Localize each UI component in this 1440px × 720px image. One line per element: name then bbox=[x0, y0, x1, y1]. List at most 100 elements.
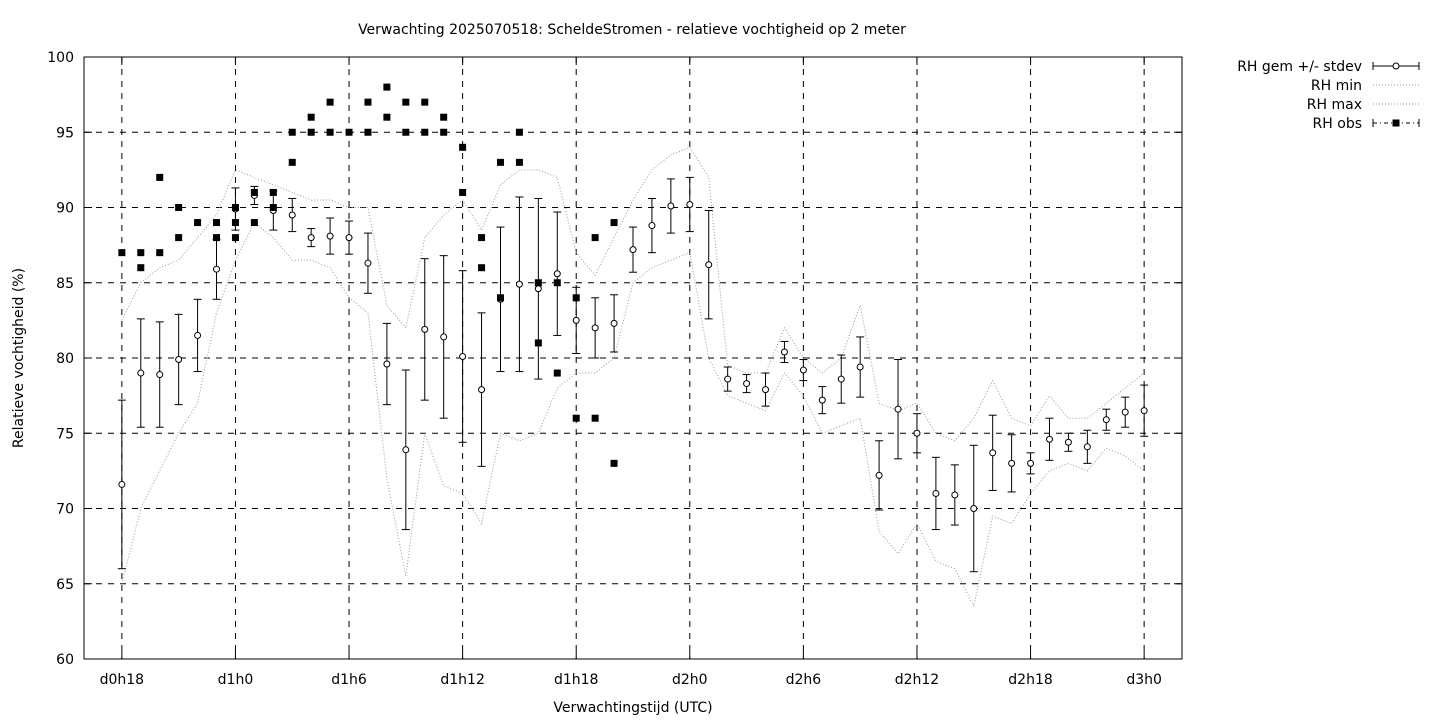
mean-point bbox=[175, 356, 183, 364]
obs-point bbox=[402, 128, 410, 136]
obs-point bbox=[213, 219, 221, 227]
obs-point bbox=[250, 219, 258, 227]
obs-point bbox=[307, 113, 315, 121]
obs-point bbox=[421, 128, 429, 136]
mean-point bbox=[288, 211, 296, 219]
mean-point bbox=[137, 369, 145, 377]
obs-point bbox=[364, 98, 372, 106]
obs-point bbox=[307, 128, 315, 136]
obs-point bbox=[137, 249, 145, 257]
x-tick-label: d2h0 bbox=[672, 672, 708, 688]
y-tick-label: 65 bbox=[56, 577, 74, 593]
mean-point bbox=[856, 363, 864, 371]
obs-point bbox=[515, 128, 523, 136]
mean-point bbox=[989, 449, 997, 457]
mean-point bbox=[951, 491, 959, 499]
obs-point bbox=[591, 234, 599, 242]
x-tick-label: d2h18 bbox=[1008, 672, 1052, 688]
mean-point bbox=[932, 489, 940, 497]
obs-point bbox=[269, 188, 277, 196]
obs-point bbox=[231, 234, 239, 242]
obs-point bbox=[553, 279, 561, 287]
mean-point bbox=[478, 386, 486, 394]
legend-mean-marker bbox=[1392, 62, 1400, 70]
mean-point bbox=[667, 202, 675, 210]
x-tick-label: d2h6 bbox=[786, 672, 822, 688]
x-tick-label: d1h6 bbox=[331, 672, 367, 688]
mean-point bbox=[648, 222, 656, 230]
mean-point bbox=[1102, 416, 1110, 424]
obs-point bbox=[231, 219, 239, 227]
obs-point bbox=[175, 204, 183, 211]
mean-point bbox=[383, 360, 391, 368]
mean-point bbox=[875, 471, 883, 479]
mean-point bbox=[1008, 459, 1016, 467]
legend-obs-marker bbox=[1392, 119, 1400, 127]
legend: RH gem +/- stdev RH min RH max RH obs bbox=[1237, 59, 1420, 132]
mean-point bbox=[118, 480, 126, 488]
obs-point bbox=[478, 264, 486, 272]
obs-point bbox=[383, 113, 391, 121]
y-tick-label: 95 bbox=[56, 125, 74, 141]
obs-point bbox=[610, 219, 618, 227]
obs-point bbox=[534, 339, 542, 347]
mean-point bbox=[970, 505, 978, 512]
mean-point bbox=[440, 333, 448, 341]
obs-point bbox=[175, 234, 183, 242]
rh-max-line bbox=[121, 146, 1145, 442]
mean-point bbox=[156, 371, 164, 379]
mean-point bbox=[818, 396, 826, 404]
obs-point bbox=[440, 128, 448, 136]
obs-point bbox=[478, 234, 486, 242]
obs-point bbox=[402, 98, 410, 106]
legend-label: RH max bbox=[1307, 97, 1362, 113]
mean-point bbox=[421, 325, 429, 333]
x-tick-label: d2h12 bbox=[895, 672, 939, 688]
mean-point bbox=[572, 316, 580, 324]
mean-point bbox=[364, 259, 372, 267]
y-tick-label: 90 bbox=[56, 201, 74, 217]
obs-point bbox=[459, 188, 467, 196]
mean-point bbox=[459, 352, 467, 360]
mean-point bbox=[591, 324, 599, 332]
mean-point bbox=[213, 265, 221, 273]
mean-point bbox=[553, 270, 561, 278]
mean-point bbox=[1140, 407, 1148, 415]
mean-point bbox=[686, 200, 694, 208]
obs-point bbox=[156, 173, 164, 181]
obs-point bbox=[269, 204, 277, 211]
obs-point bbox=[326, 98, 334, 106]
mean-point bbox=[1045, 435, 1053, 443]
axis-ticks: 60 65 70 75 80 85 90 95 100 d0h18 d1h0 d1h6 d1h12 d1h… bbox=[47, 50, 1182, 688]
y-tick-label: 100 bbox=[47, 50, 74, 66]
obs-point bbox=[440, 113, 448, 121]
x-tick-label: d1h12 bbox=[440, 672, 484, 688]
y-tick-label: 80 bbox=[56, 351, 74, 367]
obs-point bbox=[213, 234, 221, 242]
obs-point bbox=[496, 158, 504, 166]
obs-point bbox=[459, 143, 467, 151]
mean-point bbox=[1121, 408, 1129, 416]
mean-point bbox=[515, 280, 523, 288]
obs-point bbox=[156, 249, 164, 257]
mean-point bbox=[894, 405, 902, 413]
obs-point bbox=[326, 128, 334, 136]
mean-point bbox=[743, 380, 751, 388]
legend-label: RH min bbox=[1311, 78, 1362, 94]
mean-point bbox=[913, 429, 921, 437]
obs-point bbox=[231, 204, 239, 211]
mean-point bbox=[402, 446, 410, 454]
rh-obs-points bbox=[118, 83, 618, 467]
y-tick-label: 85 bbox=[56, 276, 74, 292]
mean-point bbox=[780, 348, 788, 356]
grid bbox=[84, 57, 1182, 659]
mean-point bbox=[705, 261, 713, 269]
mean-point bbox=[194, 331, 202, 339]
rh-mean-errorbars bbox=[117, 176, 1149, 573]
mean-point bbox=[799, 366, 807, 374]
mean-point bbox=[610, 319, 618, 327]
mean-point bbox=[326, 232, 334, 240]
obs-point bbox=[118, 249, 126, 257]
x-tick-label: d1h0 bbox=[218, 672, 254, 688]
